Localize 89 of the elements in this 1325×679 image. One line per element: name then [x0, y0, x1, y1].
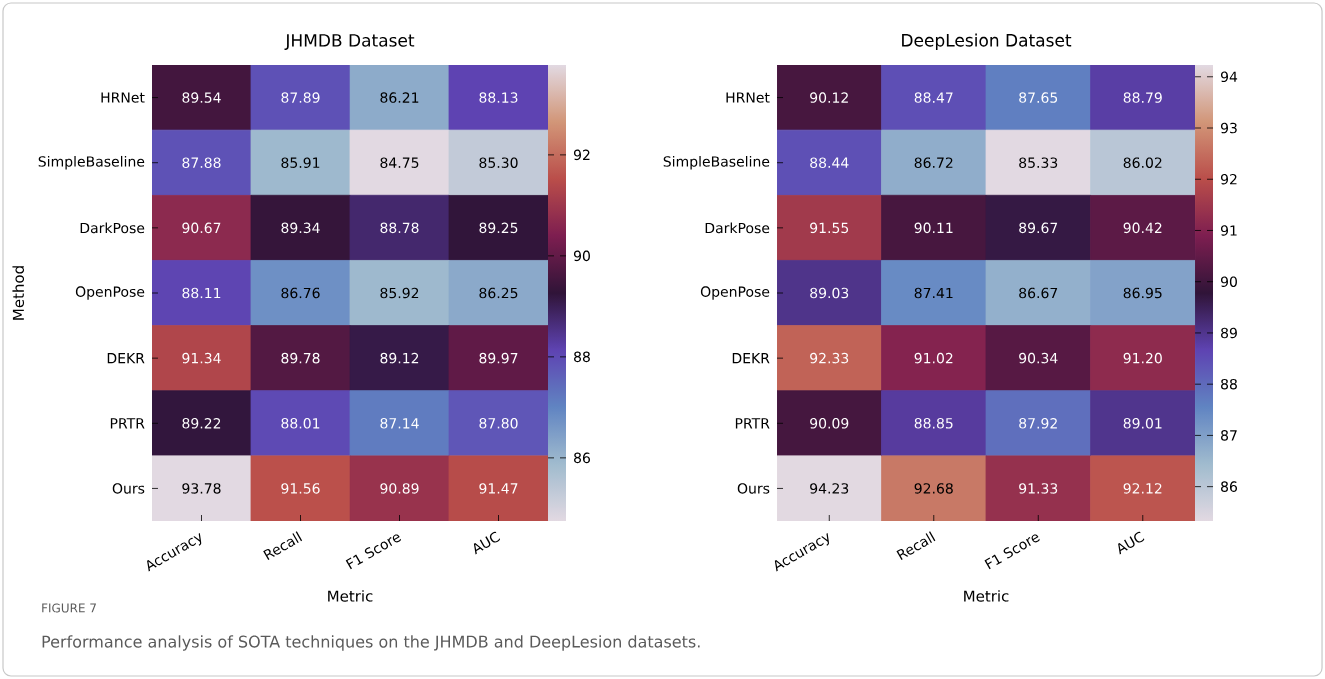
x-axis-title: Metric — [328, 590, 373, 602]
y-axis-title: Method — [12, 266, 25, 320]
data-label: 85.30 — [479, 157, 518, 168]
data-label: 90.09 — [810, 418, 849, 429]
data-label: 91.56 — [281, 483, 320, 494]
data-label: 86.72 — [914, 157, 953, 168]
color-bar-label: 86 — [574, 452, 591, 464]
text: Performance analysis of SOTA techniques on the JHMDB and DeepLesion datasets. — [42, 635, 700, 651]
x-tick-label: AUC — [1118, 531, 1145, 555]
data-label: 88.85 — [914, 418, 953, 429]
data-label: 92.33 — [810, 352, 849, 364]
data-label: 91.20 — [1123, 352, 1162, 364]
data-label: 89.54 — [182, 92, 221, 103]
y-tick-label: PRTR — [110, 418, 145, 429]
y-tick-label: DarkPose — [705, 222, 770, 234]
caption: FIGURE 7 — [42, 603, 96, 613]
data-label: 87.92 — [1019, 418, 1057, 429]
data-label: 88.44 — [810, 157, 849, 168]
data-label: 92.12 — [1123, 483, 1162, 494]
data-label: 91.02 — [914, 352, 953, 364]
color-bar-label: 91 — [1220, 225, 1237, 236]
color-bar-label: 88 — [1221, 378, 1237, 390]
data-label: 89.78 — [281, 352, 320, 364]
color-bar-label: 90 — [573, 250, 590, 262]
y-tick-label: SimpleBaseline — [38, 155, 145, 170]
y-tick-label: OpenPose — [700, 286, 770, 300]
data-label: 90.42 — [1123, 222, 1162, 234]
data-label: 91.33 — [1019, 483, 1058, 494]
data-label: 88.13 — [479, 92, 518, 103]
data-label: 89.25 — [479, 222, 518, 234]
color-bar-label: 92 — [1220, 173, 1237, 185]
y-tick-label: DEKR — [732, 353, 770, 364]
data-label: 89.97 — [479, 352, 518, 364]
data-label: 91.47 — [479, 483, 518, 494]
data-label: 89.34 — [281, 222, 320, 234]
y-tick-label: PRTR — [735, 418, 770, 429]
y-tick-label: DEKR — [107, 353, 145, 364]
data-label: 93.78 — [182, 483, 221, 494]
x-axis-title: Metric — [964, 590, 1009, 602]
data-label: 89.12 — [380, 352, 419, 364]
data-label: 87.41 — [914, 287, 953, 299]
data-label: 91.55 — [810, 222, 849, 234]
data-label: 88.47 — [914, 92, 953, 103]
data-label: 87.14 — [380, 418, 419, 429]
data-label: 90.34 — [1019, 352, 1058, 364]
data-label: 92.68 — [914, 483, 953, 494]
data-label: 89.67 — [1019, 222, 1058, 234]
data-label: 86.25 — [479, 287, 518, 299]
y-tick-label: Ours — [737, 483, 770, 494]
data-label: 90.11 — [914, 222, 953, 234]
data-label: 88.78 — [380, 222, 419, 234]
data-label: 90.12 — [810, 92, 848, 103]
data-label: 91.34 — [182, 352, 221, 364]
data-label: 85.92 — [380, 287, 419, 299]
color-bar-label: 89 — [1221, 327, 1237, 339]
color-bar-label: 90 — [1220, 276, 1237, 287]
data-label: 84.75 — [380, 157, 419, 168]
y-tick-label: OpenPose — [75, 286, 145, 300]
data-label: 86.67 — [1019, 287, 1058, 299]
data-label: 89.22 — [182, 418, 221, 429]
color-bar-label: 86 — [1221, 481, 1238, 492]
data-label: 87.89 — [281, 92, 320, 103]
y-tick-label: HRNet — [101, 92, 145, 103]
data-label: 87.80 — [479, 418, 518, 429]
color-bar-label: 88 — [574, 351, 590, 363]
data-label: 88.01 — [281, 418, 320, 429]
data-label: 89.01 — [1123, 418, 1162, 429]
data-label: 86.02 — [1123, 157, 1162, 168]
data-label: 88.11 — [182, 287, 221, 299]
y-tick-label: Ours — [112, 483, 145, 494]
chart-title: DeepLesion Dataset — [902, 33, 1072, 50]
data-label: 90.89 — [380, 483, 419, 494]
color-bar-label: 93 — [1220, 122, 1237, 134]
data-label: 86.21 — [380, 92, 419, 103]
data-label: 90.67 — [182, 222, 221, 234]
data-label: 89.03 — [810, 287, 849, 299]
data-label: 87.88 — [182, 157, 221, 168]
y-tick-label: SimpleBaseline — [663, 155, 770, 170]
data-label: 94.23 — [810, 483, 849, 494]
data-label: 86.76 — [281, 287, 320, 299]
data-label: 85.33 — [1019, 157, 1058, 168]
data-label: 85.91 — [281, 157, 320, 168]
data-label: 86.95 — [1123, 287, 1162, 299]
color-bar-label: 92 — [573, 149, 590, 161]
chart-title: JHMDB Dataset — [284, 34, 415, 50]
y-tick-label: HRNet — [726, 92, 770, 103]
y-tick-label: DarkPose — [80, 222, 145, 234]
color-bar-label: 94 — [1220, 71, 1238, 83]
color-bar-label: 87 — [1221, 430, 1237, 441]
